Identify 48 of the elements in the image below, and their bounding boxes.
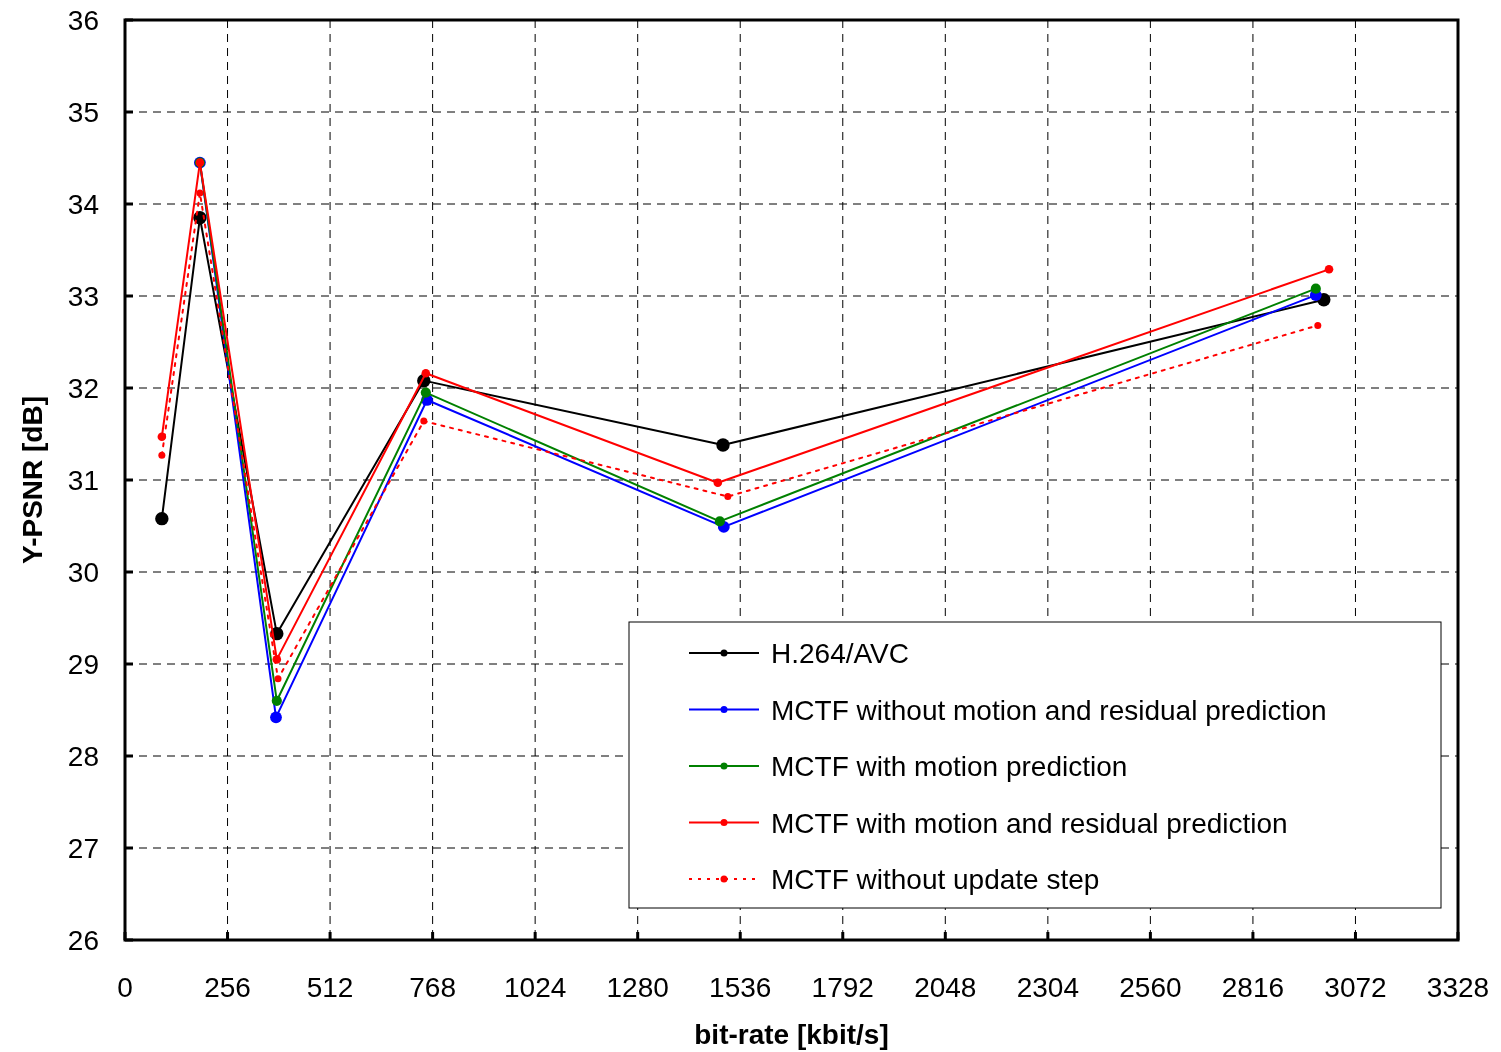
y-tick-label: 28 xyxy=(67,741,99,772)
y-tick-label: 36 xyxy=(67,5,99,36)
point xyxy=(271,695,282,706)
y-tick-label: 30 xyxy=(67,557,99,588)
x-tick-label: 1792 xyxy=(811,972,874,1003)
point xyxy=(155,511,169,526)
point xyxy=(420,417,428,425)
y-tick-label: 27 xyxy=(67,833,99,864)
point xyxy=(714,516,725,527)
point xyxy=(158,451,166,459)
x-tick-label: 1024 xyxy=(504,972,567,1003)
y-tick-label: 26 xyxy=(67,925,99,956)
y-tick-label: 34 xyxy=(67,189,99,220)
x-axis-title: bit-rate [kbit/s] xyxy=(694,1019,889,1050)
x-tick-label: 2816 xyxy=(1221,972,1285,1003)
x-tick-label: 768 xyxy=(409,972,456,1003)
point xyxy=(1314,321,1322,329)
legend-label: MCTF with motion prediction xyxy=(771,751,1128,782)
point xyxy=(1324,265,1334,274)
y-axis-title: Y-PSNR [dB] xyxy=(17,396,48,564)
x-tick-label: 2304 xyxy=(1016,972,1079,1003)
legend-label: MCTF without motion and residual prediction xyxy=(771,694,1327,726)
x-tick-label: 1280 xyxy=(606,972,669,1003)
legend-label: MCTF without update step xyxy=(771,864,1100,895)
y-tick-label: 31 xyxy=(67,465,99,496)
legend-label: MCTF with motion and residual prediction xyxy=(771,807,1288,839)
point xyxy=(724,493,732,501)
point xyxy=(274,675,282,683)
x-tick-label: 2048 xyxy=(914,972,977,1003)
y-tick-label: 32 xyxy=(67,373,99,404)
point xyxy=(1310,283,1321,294)
y-tick-label: 29 xyxy=(67,649,99,680)
point xyxy=(713,478,723,488)
y-tick-label: 35 xyxy=(67,97,99,128)
x-tick-label: 2560 xyxy=(1119,972,1182,1003)
point xyxy=(270,711,282,724)
point xyxy=(196,189,204,197)
point xyxy=(421,368,431,378)
x-tick-label: 1536 xyxy=(709,972,772,1003)
legend-label: H.264/AVC xyxy=(771,638,909,669)
point xyxy=(716,438,730,452)
x-tick-label: 256 xyxy=(204,972,251,1003)
x-tick-label: 3328 xyxy=(1426,972,1490,1003)
x-tick-label: 0 xyxy=(117,972,133,1003)
point xyxy=(420,387,431,398)
y-tick-label: 33 xyxy=(67,281,99,312)
x-tick-label: 3072 xyxy=(1324,972,1387,1003)
x-tick-label: 512 xyxy=(306,972,354,1003)
